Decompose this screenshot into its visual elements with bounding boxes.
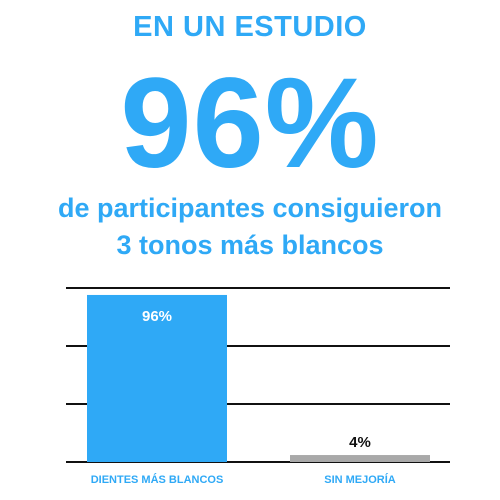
subtitle-line-1: de participantes consiguieron bbox=[57, 193, 443, 223]
subtitle-line-2: 3 tonos más blancos bbox=[116, 230, 384, 260]
category-label-0: DIENTES MÁS BLANCOS bbox=[91, 473, 224, 486]
kicker-title: EN UN ESTUDIO bbox=[133, 11, 367, 43]
data-label-0: 96% bbox=[142, 308, 172, 325]
data-label-1: 4% bbox=[349, 434, 371, 451]
bar-1 bbox=[290, 455, 430, 462]
bar-0 bbox=[87, 294, 227, 462]
headline-value: 96% bbox=[120, 52, 380, 195]
category-label-1: SIN MEJORÍA bbox=[324, 473, 396, 486]
